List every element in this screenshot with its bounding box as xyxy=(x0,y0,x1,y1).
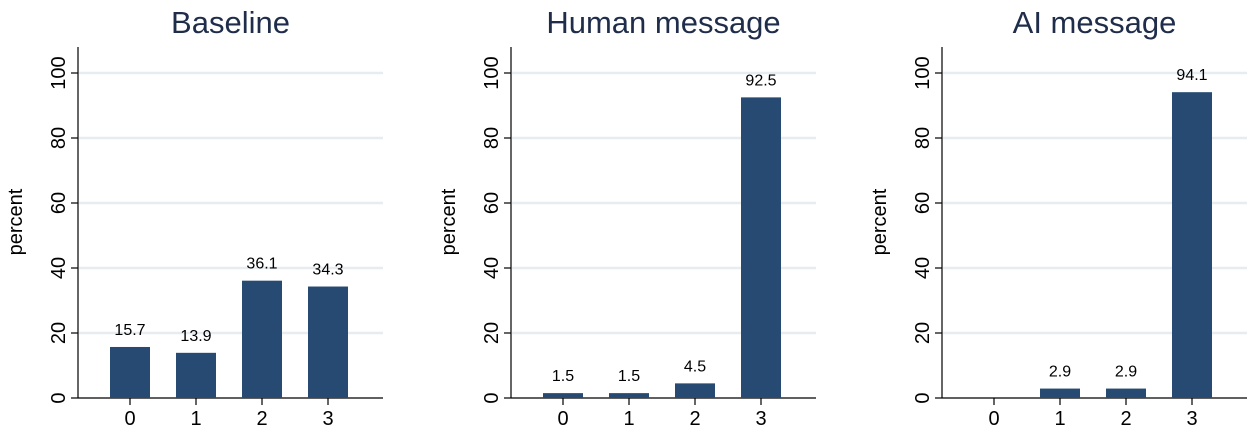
data-label: 94.1 xyxy=(1176,67,1207,84)
data-label: 4.5 xyxy=(684,358,706,375)
data-label: 15.7 xyxy=(114,322,145,339)
chart-panel-0: 0 20 40 60 80 100 percent 15.7 0 13.9 1 36.1 2 34.3 3 B… xyxy=(5,5,383,430)
data-label: 2.9 xyxy=(1049,364,1071,381)
data-label: 13.9 xyxy=(180,328,211,345)
bar-0 xyxy=(543,393,583,398)
y-tick-label: 20 xyxy=(481,322,503,344)
bar-3 xyxy=(308,286,348,398)
y-tick-label: 20 xyxy=(912,322,934,344)
y-tick-label: 40 xyxy=(912,257,934,279)
y-tick-label: 80 xyxy=(48,127,70,149)
y-axis-label: percent xyxy=(438,188,460,255)
y-tick-label: 100 xyxy=(48,56,70,89)
y-axis-label: percent xyxy=(5,188,27,255)
y-tick-label: 100 xyxy=(912,56,934,89)
y-tick-label: 0 xyxy=(48,392,70,403)
y-tick-label: 40 xyxy=(481,257,503,279)
x-tick-label: 2 xyxy=(256,408,267,430)
x-tick-label: 1 xyxy=(623,408,634,430)
y-tick-label: 40 xyxy=(48,257,70,279)
y-tick-label: 0 xyxy=(481,392,503,403)
bar-2 xyxy=(675,383,715,398)
bar-2 xyxy=(1106,388,1146,398)
bar-2 xyxy=(242,280,282,398)
bar-3 xyxy=(1172,92,1212,399)
chart-panel-2: 0 20 40 60 80 100 percent 0 2.9 1 2.9 2 94.1 3 AI mess… xyxy=(869,5,1247,430)
y-tick-label: 80 xyxy=(912,127,934,149)
x-tick-label: 3 xyxy=(755,408,766,430)
chart-panel-1: 0 20 40 60 80 100 percent 1.5 0 1.5 1 4.5 2 92.5 3 Huma… xyxy=(438,5,816,430)
x-tick-label: 2 xyxy=(689,408,700,430)
bar-1 xyxy=(609,393,649,398)
chart-title: Baseline xyxy=(171,5,290,40)
y-tick-label: 60 xyxy=(481,192,503,214)
data-label: 36.1 xyxy=(246,256,277,273)
y-tick-label: 100 xyxy=(481,56,503,89)
x-tick-label: 0 xyxy=(557,408,568,430)
chart-title: Human message xyxy=(546,5,780,40)
data-label: 92.5 xyxy=(745,72,776,89)
y-tick-label: 0 xyxy=(912,392,934,403)
bar-1 xyxy=(176,352,216,398)
x-tick-label: 3 xyxy=(1186,408,1197,430)
x-tick-label: 1 xyxy=(1054,408,1065,430)
y-tick-label: 80 xyxy=(481,127,503,149)
data-label: 1.5 xyxy=(552,368,574,385)
data-label: 1.5 xyxy=(618,368,640,385)
bar-1 xyxy=(1040,388,1080,398)
x-tick-label: 0 xyxy=(988,408,999,430)
bar-3 xyxy=(741,97,781,398)
y-tick-label: 20 xyxy=(48,322,70,344)
y-tick-label: 60 xyxy=(912,192,934,214)
data-label: 2.9 xyxy=(1115,364,1137,381)
y-tick-label: 60 xyxy=(48,192,70,214)
x-tick-label: 1 xyxy=(190,408,201,430)
y-axis-label: percent xyxy=(869,188,891,255)
x-tick-label: 2 xyxy=(1120,408,1131,430)
x-tick-label: 0 xyxy=(124,408,135,430)
data-label: 34.3 xyxy=(312,262,343,279)
bar-0 xyxy=(110,346,150,398)
x-tick-label: 3 xyxy=(322,408,333,430)
chart-title: AI message xyxy=(1013,5,1177,40)
